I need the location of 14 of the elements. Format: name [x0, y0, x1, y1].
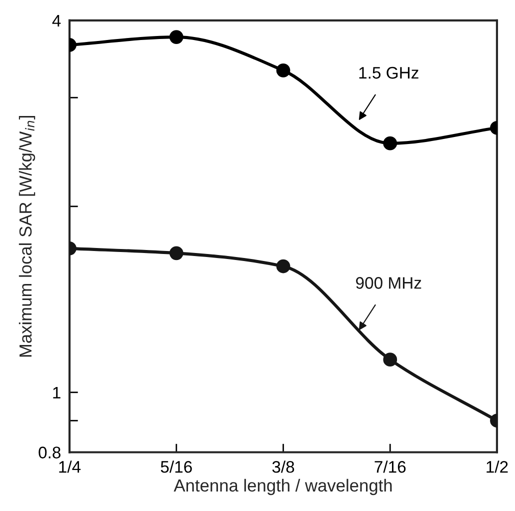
- x-tick-label: 3/8: [272, 460, 294, 473]
- y-tick-label: 1: [53, 386, 60, 398]
- text: 1.5 GHz: [359, 66, 418, 79]
- x-axis-title: Antenna length / wavelength: [174, 478, 392, 496]
- x-tick-label: 1/4: [59, 460, 81, 473]
- x-tick-label: 1/2: [486, 460, 508, 473]
- y-axis-title: Maximum local SAR [W/kg/W$_{in}$]: [18, 116, 36, 357]
- x-tick-label: 7/16: [374, 460, 406, 473]
- x-tick-label: 5/16: [160, 460, 192, 473]
- y-tick-label: 4: [52, 15, 61, 26]
- y-tick-label: 0.8: [38, 446, 60, 458]
- point: [276, 63, 290, 78]
- point: [276, 259, 290, 274]
- series-label: 900 MHz: [356, 277, 422, 289]
